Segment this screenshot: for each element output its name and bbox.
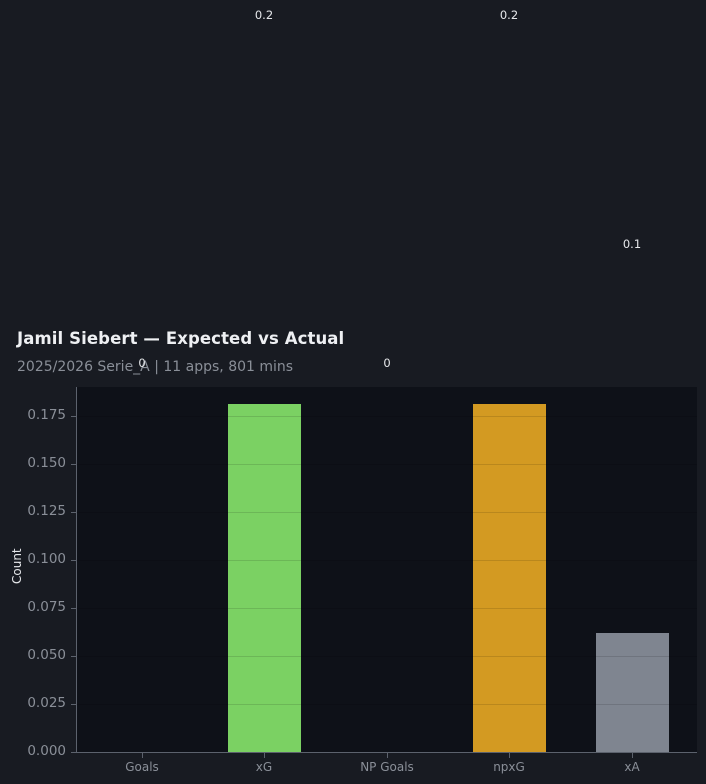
chart-subtitle: 2025/2026 Serie_A | 11 apps, 801 mins (17, 359, 294, 375)
y-tick-label: 0.000 (27, 743, 66, 759)
bar-value-label: 0 (383, 356, 391, 370)
gridline (77, 464, 697, 465)
chart-title: Jamil Siebert — Expected vs Actual (17, 329, 345, 348)
x-tick-label: xG (255, 760, 273, 774)
y-tick-mark (71, 464, 76, 465)
gridline (77, 512, 697, 513)
x-tick-mark (509, 753, 510, 758)
y-tick-mark (71, 608, 76, 609)
y-tick-mark (71, 416, 76, 417)
y-tick-label: 0.125 (27, 503, 66, 519)
bar-value-label: 0.2 (499, 8, 519, 22)
bar-npxg (472, 404, 546, 752)
bar-value-label: 0.1 (622, 237, 642, 251)
gridline (77, 416, 697, 417)
plot-area (77, 387, 697, 752)
x-tick-mark (387, 753, 388, 758)
y-tick-mark (71, 704, 76, 705)
bar-value-label: 0.2 (254, 8, 274, 22)
gridline (77, 704, 697, 705)
x-tick-label: npxG (493, 760, 525, 774)
gridline (77, 608, 697, 609)
y-tick-mark (71, 656, 76, 657)
gridline (77, 656, 697, 657)
gridline (77, 560, 697, 561)
y-tick-label: 0.075 (27, 599, 66, 615)
x-tick-mark (632, 753, 633, 758)
x-tick-label: Goals (125, 760, 159, 774)
y-tick-label: 0.175 (27, 407, 66, 423)
y-tick-label: 0.050 (27, 647, 66, 663)
y-tick-mark (71, 752, 76, 753)
x-tick-mark (142, 753, 143, 758)
bar-value-label: 0 (138, 356, 146, 370)
bar-xg (227, 404, 301, 752)
y-tick-label: 0.150 (27, 455, 66, 471)
x-axis-line (76, 752, 697, 753)
y-tick-label: 0.025 (27, 695, 66, 711)
y-tick-mark (71, 512, 76, 513)
y-tick-label: 0.100 (27, 551, 66, 567)
bar-xa (595, 632, 669, 752)
x-tick-mark (264, 753, 265, 758)
x-tick-label: xA (624, 760, 640, 774)
x-tick-label: NP Goals (360, 760, 414, 774)
y-axis-line (76, 387, 77, 753)
y-tick-mark (71, 560, 76, 561)
